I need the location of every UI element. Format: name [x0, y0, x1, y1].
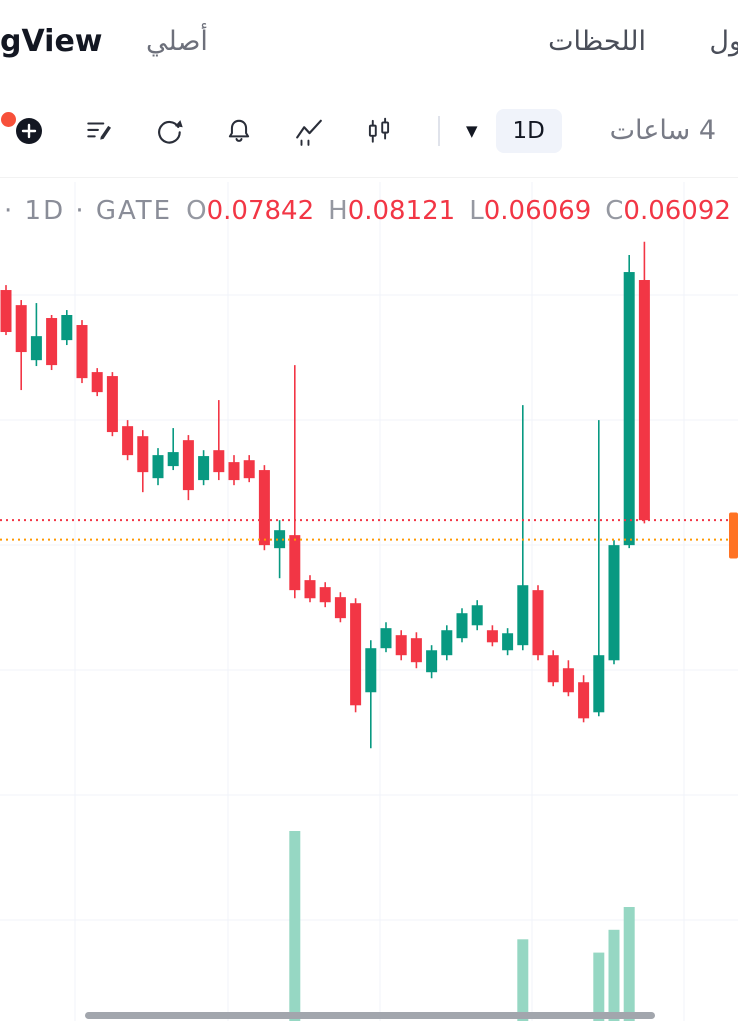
candle-up: [426, 650, 438, 673]
open-value: 0.07842: [206, 196, 315, 226]
candle-down: [562, 668, 574, 693]
volume-bar: [608, 929, 620, 1021]
candle-up: [456, 613, 468, 639]
candle-down: [304, 580, 316, 599]
candle-up: [274, 530, 286, 549]
candle-style-icon: [368, 117, 390, 143]
refresh-icon: [158, 119, 183, 144]
candle-down: [410, 638, 422, 663]
open-group: O0.07842: [186, 196, 315, 226]
close-group: C0.06092: [605, 196, 731, 226]
candle-up: [167, 452, 179, 467]
drawings-button[interactable]: [84, 116, 114, 146]
volume-bar: [623, 907, 635, 1021]
candle-up: [441, 630, 453, 656]
tradingview-logo[interactable]: gView: [0, 24, 103, 59]
edit-drawings-icon: [87, 121, 111, 140]
notification-dot: [1, 111, 16, 127]
tab-moments[interactable]: اللحظات: [548, 26, 646, 57]
candle-up: [152, 455, 164, 479]
candle-down: [0, 290, 12, 333]
candle-down: [532, 590, 544, 656]
alerts-button[interactable]: [224, 116, 254, 146]
refresh-button[interactable]: [154, 116, 184, 146]
candle-down: [258, 470, 270, 546]
bottom-scrollbar[interactable]: [85, 1012, 655, 1019]
candle-down: [350, 603, 362, 706]
candle-up: [365, 648, 377, 693]
timeframe-button[interactable]: 1D: [495, 108, 562, 153]
volume-bar: [289, 831, 301, 1021]
tab-original[interactable]: أصلي: [146, 26, 208, 57]
candle-down: [137, 436, 149, 473]
candle-down: [395, 635, 407, 656]
candle-up: [198, 456, 210, 481]
candle-up: [517, 585, 529, 646]
low-group: L0.06069: [469, 196, 592, 226]
candle-down: [228, 462, 240, 481]
candle-down: [213, 450, 225, 473]
top-tab-bar: gView أصلي اللحظات ول: [0, 0, 738, 85]
candle-down: [243, 460, 255, 479]
candle-down: [15, 305, 27, 353]
close-value: 0.06092: [623, 196, 731, 226]
right-edge-marker[interactable]: [729, 512, 738, 559]
indicators-button[interactable]: [294, 116, 324, 146]
candle-down: [319, 587, 331, 603]
candle-down: [334, 597, 346, 619]
candle-down: [638, 280, 650, 521]
candle-up: [380, 628, 392, 649]
tab-partial-cutoff[interactable]: ول: [709, 26, 738, 57]
candle-down: [106, 376, 118, 433]
candle-up: [61, 315, 73, 341]
candle-up: [30, 336, 42, 361]
series-label: · 1D · GATE: [4, 196, 173, 226]
candle-up: [608, 545, 620, 661]
indicators-icon: [296, 119, 322, 146]
candle-down: [182, 440, 194, 491]
timeframe-4h-label[interactable]: 4 ساعات: [609, 115, 716, 146]
candle-down: [122, 426, 134, 456]
toolbar-separator: [438, 115, 440, 146]
caret-down-icon[interactable]: ▼: [466, 121, 478, 140]
high-group: H0.08121: [328, 196, 456, 226]
alert-bell-icon: [228, 119, 250, 142]
candle-up: [502, 633, 514, 651]
ohlc-legend[interactable]: · 1D · GATE O0.07842 H0.08121 L0.06069 C…: [4, 196, 731, 226]
volume-bar: [517, 939, 529, 1021]
low-value: 0.06069: [483, 196, 592, 226]
candle-up: [471, 605, 483, 626]
add-button[interactable]: [1, 111, 44, 146]
candle-down: [46, 318, 58, 366]
high-value: 0.08121: [347, 196, 456, 226]
candle-up: [593, 655, 605, 713]
candle-down: [486, 630, 498, 643]
candle-down: [289, 535, 301, 591]
candle-down: [91, 372, 103, 393]
chart-toolbar: ▼ 1D 4 ساعات: [0, 84, 738, 178]
plus-circle-icon: [16, 117, 42, 144]
candle-style-button[interactable]: [364, 116, 394, 146]
candle-up: [623, 272, 635, 546]
candle-down: [547, 655, 559, 683]
candle-down: [578, 682, 590, 719]
volume-bar: [593, 952, 605, 1021]
candle-down: [76, 325, 88, 379]
